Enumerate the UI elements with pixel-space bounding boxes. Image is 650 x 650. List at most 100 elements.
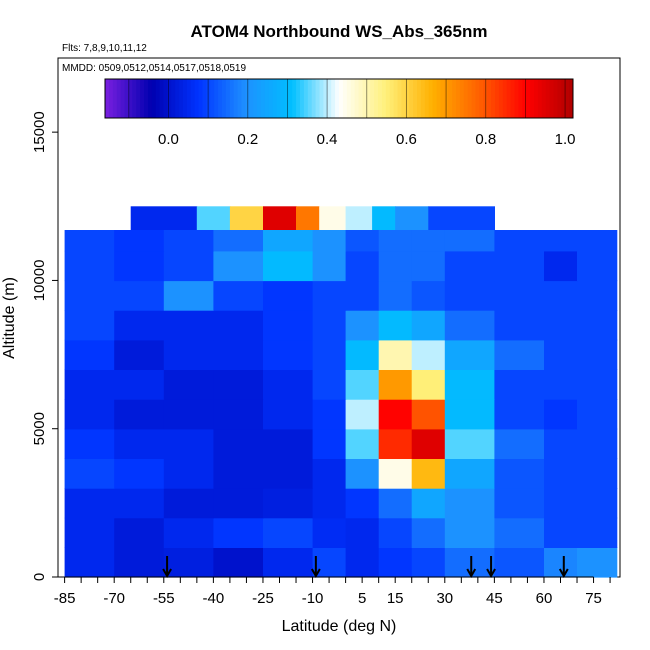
dates-note: MMDD: 0509,0512,0514,0517,0518,0519 (62, 63, 246, 74)
heatmap-cell (163, 399, 214, 430)
x-tick-label: 45 (486, 590, 503, 607)
heatmap-cell (411, 547, 446, 578)
colorbar-swatch (253, 79, 258, 118)
colorbar-swatch (537, 79, 543, 118)
heatmap-cell (163, 280, 214, 311)
colorbar-swatch (522, 79, 527, 118)
colorbar-swatch (514, 79, 519, 118)
colorbar-swatch (315, 79, 320, 118)
colorbar-tick-label: 0.8 (475, 131, 496, 148)
colorbar-swatch (374, 79, 379, 118)
colorbar-swatch (124, 79, 129, 118)
colorbar-swatch (222, 79, 227, 118)
x-tick-label: 75 (585, 590, 602, 607)
heatmap-cell (263, 458, 314, 489)
heatmap-cell (114, 310, 165, 341)
heatmap-cell (577, 488, 618, 519)
heatmap-cell (577, 250, 618, 282)
colorbar-swatch (179, 79, 184, 118)
x-tick-label: -55 (153, 590, 175, 607)
heatmap-cell (494, 310, 545, 341)
heatmap-cell (163, 458, 214, 489)
heatmap-cell (196, 206, 231, 230)
profile-marker-head (466, 568, 477, 579)
heatmap-cell (378, 310, 413, 341)
heatmap-cell (345, 230, 380, 252)
heatmap-cell (544, 280, 578, 311)
colorbar-swatch (151, 79, 157, 118)
heatmap-cell (213, 488, 264, 519)
heatmap-cell (544, 339, 578, 370)
heatmap-cell (213, 230, 264, 252)
colorbar-swatch (354, 79, 359, 118)
heatmap-cell (372, 206, 396, 230)
heatmap-cell (229, 206, 264, 230)
colorbar-swatch (362, 79, 367, 118)
colorbar-swatch (448, 79, 453, 118)
colorbar-swatch (241, 79, 246, 118)
heatmap-cell (163, 428, 214, 459)
heatmap-cell (577, 230, 618, 252)
colorbar-swatch (108, 79, 114, 118)
colorbar-swatch (518, 79, 523, 118)
heatmap-cell (444, 517, 495, 548)
colorbar-swatch (331, 79, 336, 118)
colorbar-swatch (155, 79, 161, 118)
heatmap-cell (411, 280, 446, 311)
heatmap-cell (345, 399, 380, 430)
heatmap-cell (64, 230, 115, 252)
heatmap-cell (114, 458, 165, 489)
heatmap-cell (213, 517, 264, 548)
colorbar-swatch (276, 79, 281, 118)
colorbar-tick-label: 1.0 (555, 131, 576, 148)
heatmap-cell (114, 250, 165, 282)
colorbar-swatch (120, 79, 125, 118)
heatmap-cell (163, 250, 214, 282)
heatmap-cell (411, 339, 446, 370)
colorbar-swatch (261, 79, 266, 118)
colorbar-swatch (506, 79, 512, 118)
heatmap-cell (163, 230, 214, 252)
heatmap-cell (444, 310, 495, 341)
colorbar-tick-label: 0.0 (158, 131, 179, 148)
heatmap-cell (114, 399, 165, 430)
colorbar-swatch (198, 79, 203, 118)
heatmap-cell (263, 339, 314, 370)
heatmap-cell (411, 399, 446, 430)
colorbar-swatch (132, 79, 137, 118)
heatmap-cell (378, 547, 413, 578)
heatmap-cell (444, 280, 495, 311)
heatmap-cell (544, 310, 578, 341)
colorbar-swatch (339, 79, 344, 118)
heatmap-cell (577, 339, 618, 370)
heatmap-cell (444, 230, 495, 252)
heatmap-cell (494, 428, 545, 459)
colorbar-swatch (561, 79, 566, 118)
heatmap-cell (577, 547, 618, 578)
heatmap-cell (577, 369, 618, 400)
colorbar-swatch (218, 79, 223, 118)
plot-area (57, 57, 621, 579)
heatmap-cell (444, 428, 495, 459)
heatmap-cell (345, 280, 380, 311)
heatmap-cell (263, 517, 314, 548)
heatmap-cell (64, 250, 115, 282)
x-tick-label: 15 (387, 590, 404, 607)
profile-marker-head (162, 568, 172, 579)
heatmap-cell (312, 517, 347, 548)
colorbar-swatch (140, 79, 145, 118)
colorbar-tick-label: 0.2 (237, 131, 258, 148)
x-tick-label: -70 (103, 590, 125, 607)
heatmap-cell (494, 399, 545, 430)
colorbar-swatch (432, 79, 437, 118)
colorbar-swatch (171, 79, 176, 118)
heatmap-cell (494, 250, 545, 282)
heatmap-cell (263, 399, 314, 430)
x-axis: -85 -70 -55 -40 -25 -10 5 15 30 45 60 75 (54, 576, 611, 607)
colorbar-swatch (202, 79, 207, 118)
colorbar-swatch (401, 79, 406, 118)
heatmap-cell (494, 369, 545, 400)
heatmap-cell (114, 280, 165, 311)
x-tick-label: 5 (358, 590, 366, 607)
colorbar-swatch (303, 79, 309, 118)
